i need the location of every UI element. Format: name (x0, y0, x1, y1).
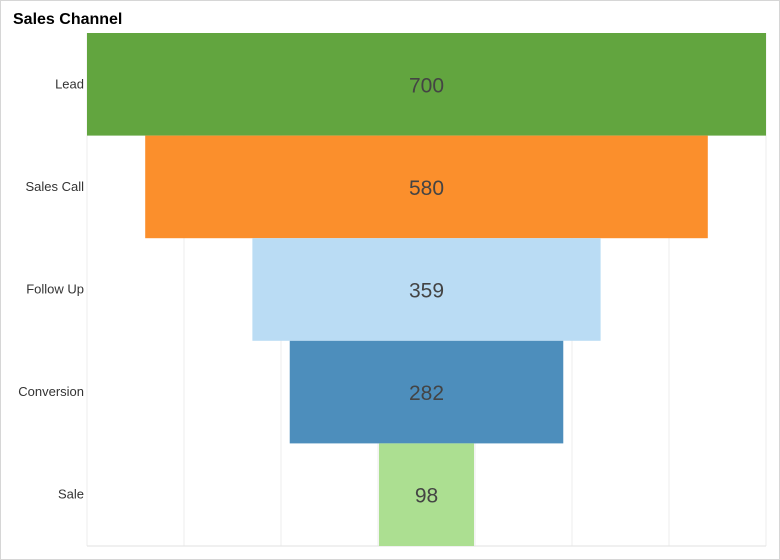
value-label: 98 (415, 485, 438, 508)
category-label: Conversion (18, 384, 84, 399)
value-labels: 700 580 359 282 98 (409, 74, 444, 507)
value-label: 359 (409, 280, 444, 303)
category-labels: Lead Sales Call Follow Up Conversion Sale (18, 76, 84, 501)
value-label: 282 (409, 382, 444, 405)
chart-title: Sales Channel (13, 11, 123, 28)
funnel-bar[interactable] (378, 443, 475, 546)
funnel-bar[interactable] (252, 238, 601, 341)
funnel-bar[interactable] (87, 33, 766, 136)
value-label: 580 (409, 177, 444, 200)
category-label: Sale (58, 487, 84, 502)
category-label: Follow Up (26, 282, 84, 297)
category-label: Sales Call (25, 179, 84, 194)
funnel-bar[interactable] (145, 135, 708, 239)
category-label: Lead (55, 76, 84, 91)
funnel-bars (87, 33, 766, 546)
value-label: 700 (409, 74, 444, 97)
funnel-bar[interactable] (289, 340, 564, 444)
